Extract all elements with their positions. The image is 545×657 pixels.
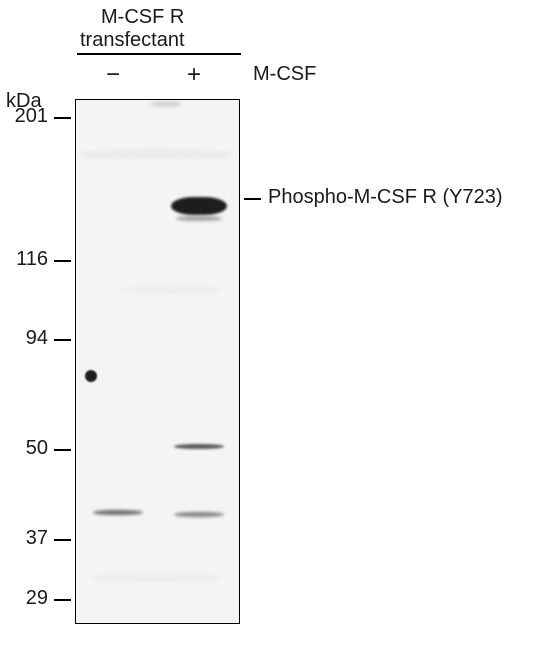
noise-patch [81,149,231,159]
mw-label: 116 [16,248,48,271]
header-plus-label: + [187,61,201,89]
header-treatment-label: M-CSF [253,63,316,86]
header-sub-label: transfectant [80,29,185,52]
mw-label: 29 [26,587,48,610]
mw-tick [54,117,71,119]
noise-patch [91,574,221,582]
band-faint-under-main [176,216,222,221]
band-50kDa-band-plus [174,444,224,449]
header-underline [77,53,241,55]
noise-patch [121,286,221,294]
annotation-tick [244,198,261,200]
mw-label: 201 [15,105,48,128]
annotation-label: Phospho-M-CSF R (Y723) [268,186,503,209]
header-minus-label: − [106,61,120,89]
header-group-label: M-CSF R [101,6,184,29]
mw-tick [54,539,71,541]
artifact-dot [85,370,97,382]
mw-tick [54,339,71,341]
band-40kDa-band-minus [93,510,143,515]
mw-label: 94 [26,327,48,350]
mw-tick [54,449,71,451]
mw-tick [54,260,71,262]
band-main-phospho-band [171,197,227,215]
band-40kDa-band-plus [174,512,224,517]
blot-image [75,99,240,624]
mw-label: 50 [26,437,48,460]
mw-tick [54,599,71,601]
noise-patch [151,101,181,107]
mw-label: 37 [26,527,48,550]
